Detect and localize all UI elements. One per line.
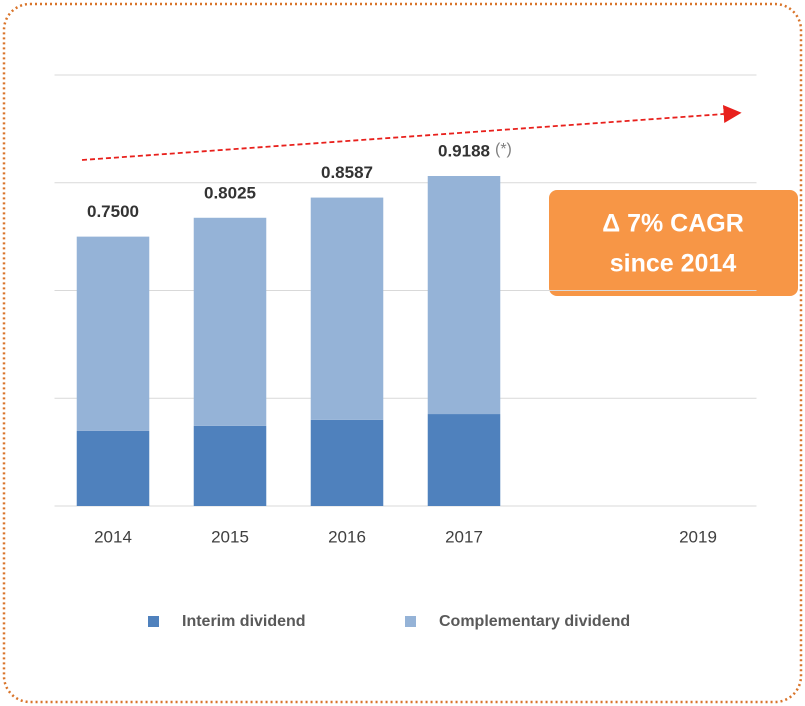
bar-segment — [76, 236, 150, 431]
bar-segment — [427, 175, 501, 415]
legend-label: Interim dividend — [182, 613, 306, 630]
total-label: 0.7500 — [87, 202, 139, 221]
total-label: 0.8025 — [204, 183, 256, 202]
bar-segment — [310, 197, 384, 420]
x-tick-label: 2017 — [445, 527, 483, 546]
bar-segment — [427, 414, 501, 506]
x-tick-label: 2019 — [679, 527, 717, 546]
total-label: 0.9188 — [438, 141, 490, 160]
bar-segment — [310, 419, 384, 506]
legend-label: Complementary dividend — [439, 613, 630, 630]
cagr-text: Δ 7% CAGR — [602, 210, 744, 238]
x-tick-label: 2015 — [211, 527, 249, 546]
legend-swatch — [148, 616, 159, 627]
cagr-box — [549, 190, 798, 296]
total-label: 0.8587 — [321, 163, 373, 182]
x-tick-label: 2016 — [328, 527, 366, 546]
bar-segment — [76, 430, 150, 506]
cagr-text: since 2014 — [610, 250, 737, 278]
bar-segment — [193, 425, 267, 506]
legend-swatch — [405, 616, 416, 627]
x-tick-label: 2014 — [94, 527, 132, 546]
note: (*) — [495, 141, 512, 158]
bar-segment — [193, 217, 267, 426]
trend-arrow — [81, 105, 742, 161]
